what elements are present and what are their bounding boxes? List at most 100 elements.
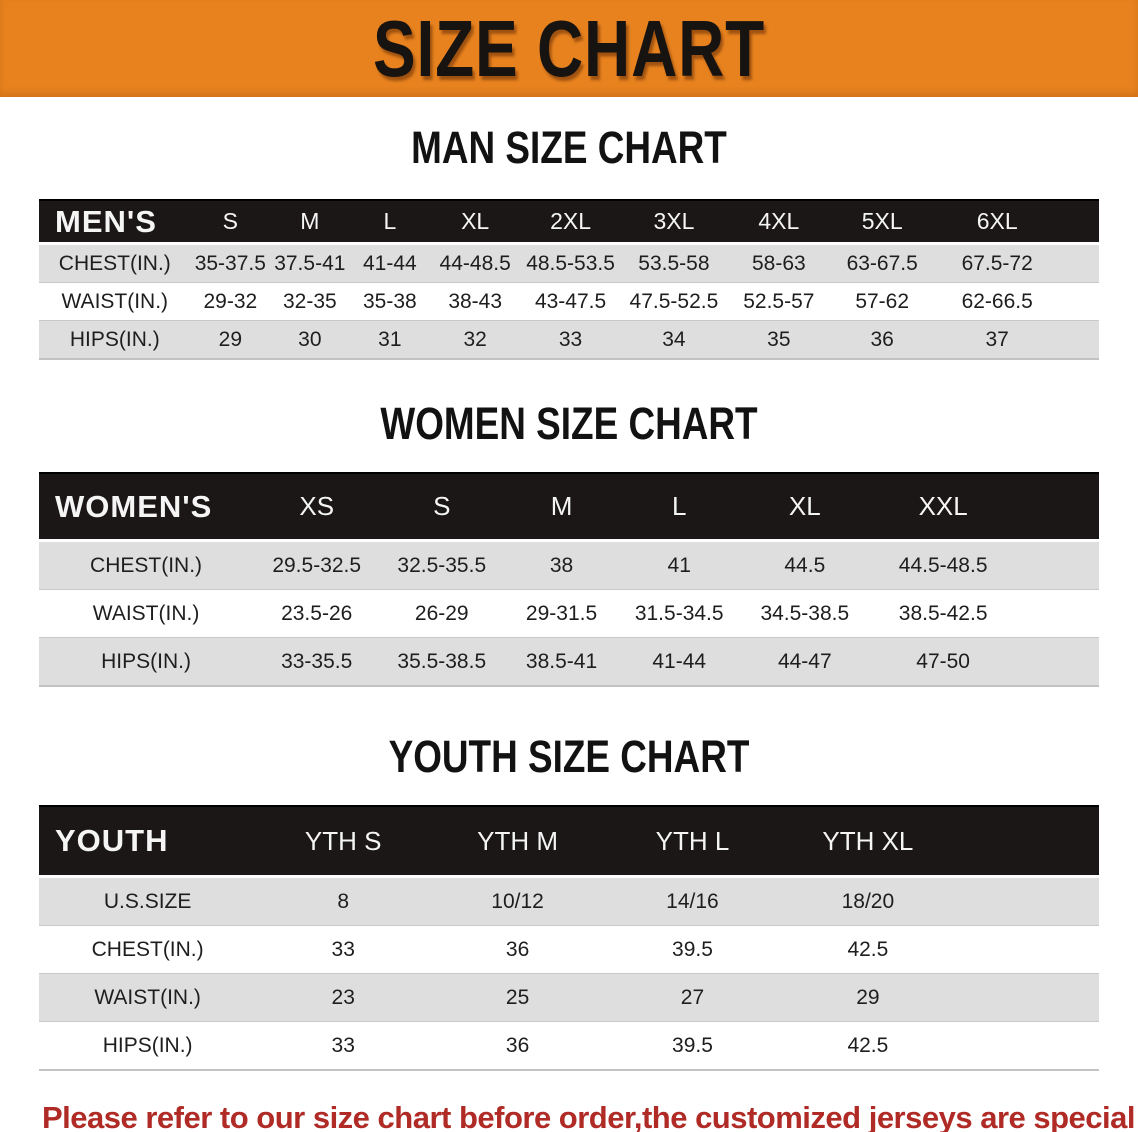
measurement-value-cell: 23.5-26 [253, 589, 381, 638]
size-column-header: L [349, 199, 431, 245]
measurement-value-cell: 47.5-52.5 [620, 282, 727, 321]
measurement-value-cell: 32 [430, 320, 521, 359]
measurement-value-cell: 58-63 [726, 242, 831, 283]
measurement-row: HIPS(IN.) 33-35.5 35.5-38.5 38.5-41 41-44 44-… [39, 637, 1099, 686]
row-spacer [1060, 242, 1099, 283]
row-spacer [955, 875, 1099, 926]
measurement-row: CHEST(IN.) 33 36 39.5 42.5 [39, 925, 1099, 974]
measurement-value-cell: 29-31.5 [503, 589, 620, 638]
size-column-header: L [619, 472, 739, 542]
size-header-row: YOUTH YTH S YTH M YTH L YTH XL [39, 805, 1099, 878]
measurement-value-cell: 35-37.5 [190, 242, 271, 283]
measurement-row-label: CHEST(IN.) [39, 539, 254, 590]
measurement-row-label: HIPS(IN.) [39, 1021, 257, 1070]
measurement-value-cell: 42.5 [779, 925, 956, 974]
measurement-value-cell: 36 [430, 925, 606, 974]
size-column-header: YTH L [605, 805, 780, 878]
measurement-value-cell: 29 [779, 973, 956, 1022]
measurement-value-cell: 57-62 [830, 282, 934, 321]
women-size-chart-title: WOMEN SIZE CHART [380, 398, 758, 449]
measurement-value-cell: 33 [256, 925, 431, 974]
measurement-row: U.S.SIZE 8 10/12 14/16 18/20 [39, 875, 1099, 926]
measurement-value-cell: 38.5-42.5 [871, 589, 1016, 638]
men-size-table: MEN'S S M L XL 2XL 3XL 4XL 5XL 6XL CHEST(IN.) 35-37… [39, 199, 1099, 360]
size-column-header: S [190, 199, 271, 245]
measurement-value-cell: 39.5 [605, 1021, 780, 1070]
youth-size-chart-title: YOUTH SIZE CHART [388, 731, 750, 782]
measurement-value-cell: 35-38 [349, 282, 431, 321]
measurement-row-label: WAIST(IN.) [39, 282, 191, 321]
measurement-value-cell: 35.5-38.5 [380, 637, 504, 686]
measurement-value-cell: 41-44 [349, 242, 431, 283]
measurement-value-cell: 26-29 [380, 589, 504, 638]
measurement-value-cell: 67.5-72 [933, 242, 1061, 283]
measurement-row: CHEST(IN.) 29.5-32.5 32.5-35.5 38 41 44.5 44.5… [39, 539, 1099, 590]
measurement-value-cell: 37.5-41 [270, 242, 350, 283]
measurement-value-cell: 32-35 [270, 282, 350, 321]
size-column-header: 3XL [620, 199, 727, 245]
measurement-value-cell: 14/16 [605, 875, 780, 926]
measurement-value-cell: 38 [503, 539, 620, 590]
measurement-value-cell: 48.5-53.5 [520, 242, 621, 283]
measurement-value-cell: 53.5-58 [620, 242, 727, 283]
measurement-value-cell: 8 [256, 875, 431, 926]
measurement-value-cell: 34.5-38.5 [738, 589, 872, 638]
measurement-row-label: CHEST(IN.) [39, 242, 191, 283]
measurement-row: WAIST(IN.) 29-32 32-35 35-38 38-43 43-47.5 47.… [39, 282, 1099, 321]
measurement-value-cell: 52.5-57 [726, 282, 831, 321]
measurement-value-cell: 33-35.5 [253, 637, 381, 686]
size-column-header: S [380, 472, 504, 542]
measurement-value-cell: 29-32 [190, 282, 271, 321]
row-spacer [955, 925, 1099, 974]
size-column-header: YTH M [430, 805, 606, 878]
measurement-value-cell: 27 [605, 973, 780, 1022]
measurement-value-cell: 41 [619, 539, 739, 590]
row-spacer [1060, 320, 1099, 359]
measurement-row-label: CHEST(IN.) [39, 925, 257, 974]
youth-size-table: YOUTH YTH S YTH M YTH L YTH XL U.S.SIZE 8 10/12… [39, 805, 1099, 1071]
measurement-value-cell: 31.5-34.5 [619, 589, 739, 638]
measurement-row-label: HIPS(IN.) [39, 320, 191, 359]
disclaimer-line-1: Please refer to our size chart before or… [42, 1100, 1135, 1132]
measurement-value-cell: 34 [620, 320, 727, 359]
size-chart-banner: SIZE CHART [0, 0, 1138, 97]
row-spacer [955, 973, 1099, 1022]
size-column-header: XL [738, 472, 872, 542]
measurement-value-cell: 44.5 [738, 539, 872, 590]
row-spacer [1060, 282, 1099, 321]
size-column-header: XS [253, 472, 381, 542]
size-column-header: XXL [871, 472, 1016, 542]
measurement-row-label: U.S.SIZE [39, 875, 257, 926]
women-size-table: WOMEN'S XS S M L XL XXL CHEST(IN.) 29.5-32.5 32.5… [39, 472, 1099, 687]
measurement-value-cell: 44-48.5 [430, 242, 521, 283]
measurement-value-cell: 23 [256, 973, 431, 1022]
measurement-row: HIPS(IN.) 33 36 39.5 42.5 [39, 1021, 1099, 1070]
measurement-value-cell: 42.5 [779, 1021, 956, 1070]
measurement-value-cell: 33 [520, 320, 621, 359]
man-size-chart-title: MAN SIZE CHART [411, 122, 727, 173]
row-spacer [1015, 589, 1099, 638]
measurement-value-cell: 43-47.5 [520, 282, 621, 321]
measurement-value-cell: 37 [933, 320, 1061, 359]
measurement-value-cell: 18/20 [779, 875, 956, 926]
row-spacer [955, 1021, 1099, 1070]
banner-title: SIZE CHART [373, 3, 765, 93]
size-column-header: 4XL [726, 199, 831, 245]
measurement-value-cell: 32.5-35.5 [380, 539, 504, 590]
size-column-header: 2XL [520, 199, 621, 245]
measurement-row: CHEST(IN.) 35-37.5 37.5-41 41-44 44-48.5 48.5… [39, 242, 1099, 283]
size-column-header: M [270, 199, 350, 245]
measurement-row-label: WAIST(IN.) [39, 973, 257, 1022]
size-column-header: 5XL [830, 199, 934, 245]
measurement-value-cell: 35 [726, 320, 831, 359]
header-spacer [1015, 472, 1099, 542]
measurement-value-cell: 29 [190, 320, 271, 359]
row-spacer [1015, 637, 1099, 686]
measurement-value-cell: 30 [270, 320, 350, 359]
size-column-header: XL [430, 199, 521, 245]
table-group-label: WOMEN'S [39, 472, 254, 542]
size-header-row: MEN'S S M L XL 2XL 3XL 4XL 5XL 6XL [39, 199, 1099, 245]
header-spacer [1060, 199, 1099, 245]
header-spacer [955, 805, 1099, 878]
